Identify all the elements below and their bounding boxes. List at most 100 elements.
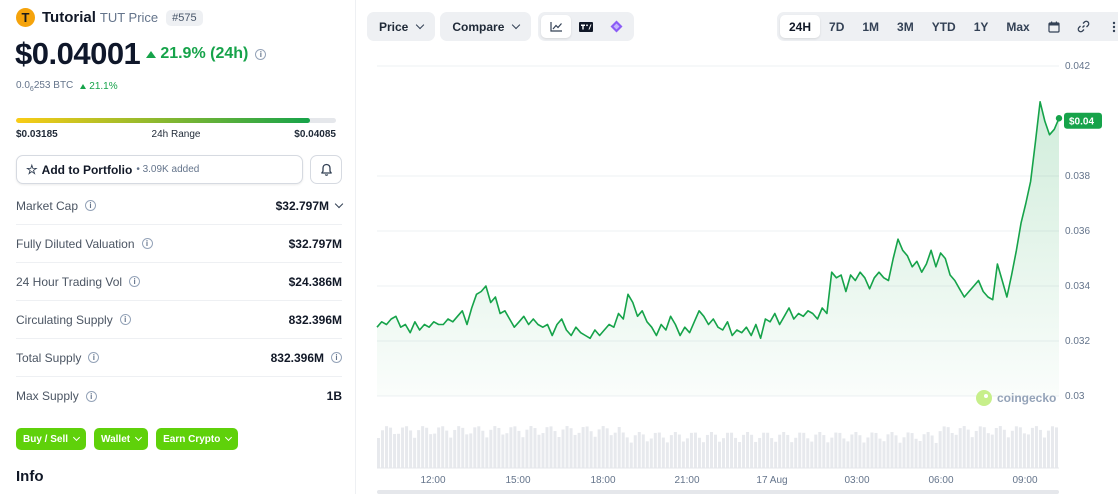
- volume-bar: [709, 432, 713, 468]
- volume-bar: [453, 429, 457, 468]
- volume-bar: [637, 432, 641, 468]
- x-tick-label: 03:00: [844, 475, 869, 486]
- volume-bar: [738, 441, 742, 468]
- price-alert-button[interactable]: [310, 155, 342, 184]
- volume-bar: [665, 442, 669, 468]
- volume-bar: [397, 433, 401, 468]
- volume-bar: [385, 426, 389, 468]
- more-options-button[interactable]: [1099, 15, 1118, 38]
- btc-price-row: 0.06253 BTC 21.1%: [16, 80, 118, 93]
- volume-bar: [617, 427, 621, 468]
- volume-bar: [565, 426, 569, 468]
- action-buttons: Buy / Sell Wallet Earn Crypto: [16, 428, 239, 450]
- volume-bar: [517, 430, 521, 468]
- coingecko-watermark: coingecko: [976, 390, 1056, 406]
- price-change-24h: 21.9% (24h): [146, 45, 248, 63]
- info-icon[interactable]: i: [85, 390, 97, 402]
- price-dropdown[interactable]: Price: [367, 12, 436, 41]
- volume-bar: [894, 435, 898, 468]
- share-link-button[interactable]: [1069, 15, 1099, 38]
- coin-name: Tutorial: [42, 9, 96, 26]
- tradingview-icon: [579, 21, 594, 32]
- more-vertical-icon: [1112, 21, 1115, 32]
- chevron-down-icon[interactable]: [334, 199, 344, 209]
- volume-bar: [1050, 426, 1054, 468]
- tradingview-button[interactable]: [571, 15, 601, 38]
- volume-bar: [465, 434, 469, 468]
- volume-bar: [910, 433, 914, 468]
- volume-bar: [573, 434, 577, 468]
- line-chart-button[interactable]: [541, 15, 572, 38]
- volume-bar: [822, 435, 826, 468]
- range-24h-button[interactable]: 24H: [780, 15, 821, 38]
- buy-sell-button[interactable]: Buy / Sell: [16, 428, 87, 450]
- info-icon[interactable]: i: [331, 352, 342, 363]
- volume-bar: [1042, 437, 1046, 468]
- current-price-tag: [1064, 112, 1102, 129]
- volume-bar: [1034, 426, 1038, 468]
- price-line: [376, 101, 1060, 340]
- y-tick-label: 0.042: [1065, 61, 1090, 72]
- info-icon[interactable]: i: [129, 276, 141, 287]
- x-tick-label: 12:00: [420, 475, 445, 486]
- volume-bar: [754, 441, 758, 468]
- range-1y-button[interactable]: 1Y: [973, 19, 989, 34]
- volume-bar: [585, 426, 589, 468]
- compare-dropdown[interactable]: Compare: [440, 12, 532, 41]
- wallet-button[interactable]: Wallet: [94, 428, 149, 450]
- add-to-portfolio-button[interactable]: ☆ Add to Portfolio • 3.09K added: [16, 155, 303, 184]
- gecko-logo-icon: [976, 390, 992, 406]
- volume-bar: [437, 427, 441, 468]
- price-chart: 0.03 0.032 0.034 0.036 0.038 0.042 $0.04 coinge…: [376, 61, 1102, 494]
- y-tick-label: 0.032: [1065, 336, 1090, 347]
- ai-insights-button[interactable]: [601, 15, 631, 38]
- volume-bar: [1054, 427, 1058, 468]
- volume-bar: [669, 435, 673, 468]
- volume-bar: [794, 437, 798, 468]
- y-tick-label: 0.03: [1065, 391, 1085, 402]
- volume-bar: [421, 426, 425, 468]
- volume-bar: [770, 438, 774, 468]
- volume-bar: [886, 434, 890, 468]
- range-ytd-button[interactable]: YTD: [931, 19, 956, 34]
- volume-bar: [377, 438, 380, 468]
- volume-bar: [493, 426, 497, 468]
- volume-bar: [577, 432, 581, 468]
- volume-bar: [746, 432, 750, 468]
- volume-bar: [581, 427, 585, 468]
- stat-max-supply: Max Supply i 1B: [16, 377, 342, 415]
- range-3m-button[interactable]: 3M: [897, 19, 914, 34]
- range-1m-button[interactable]: 1M: [862, 19, 880, 34]
- volume-bar: [713, 434, 717, 468]
- info-icon[interactable]: i: [141, 238, 153, 249]
- info-icon[interactable]: i: [85, 200, 97, 211]
- stat-label: Total Supply: [16, 350, 82, 365]
- range-7d-button[interactable]: 7D: [829, 19, 845, 34]
- x-tick-label: 15:00: [505, 475, 530, 486]
- info-icon[interactable]: i: [255, 48, 267, 60]
- range-max-button[interactable]: Max: [1006, 19, 1030, 34]
- stat-value: $32.797M: [288, 236, 342, 251]
- info-icon[interactable]: i: [88, 352, 100, 363]
- stat-label: Market Cap: [16, 198, 79, 213]
- volume-bar: [473, 427, 477, 468]
- rank-badge: #575: [166, 9, 203, 26]
- volume-bar: [441, 426, 445, 468]
- volume-bar: [730, 432, 734, 468]
- stat-value: 832.396M: [270, 350, 324, 365]
- info-icon[interactable]: i: [119, 314, 131, 325]
- volume-bar: [649, 438, 653, 468]
- btc-price: 0.06253 BTC: [16, 80, 74, 93]
- volume-bar: [609, 435, 613, 468]
- calendar-button[interactable]: [1039, 15, 1069, 38]
- y-tick-label: 0.038: [1065, 171, 1090, 182]
- earn-crypto-button[interactable]: Earn Crypto: [156, 428, 239, 450]
- volume-bar: [858, 435, 862, 468]
- time-range-group: 24H 7D 1M 3M YTD 1Y Max: [777, 12, 1118, 41]
- volume-bar: [445, 430, 449, 468]
- volume-bar: [469, 433, 473, 468]
- volume-bar: [569, 428, 573, 468]
- range-high: $0.04085: [294, 129, 336, 140]
- volume-bar: [629, 442, 633, 468]
- volume-bar: [918, 441, 922, 468]
